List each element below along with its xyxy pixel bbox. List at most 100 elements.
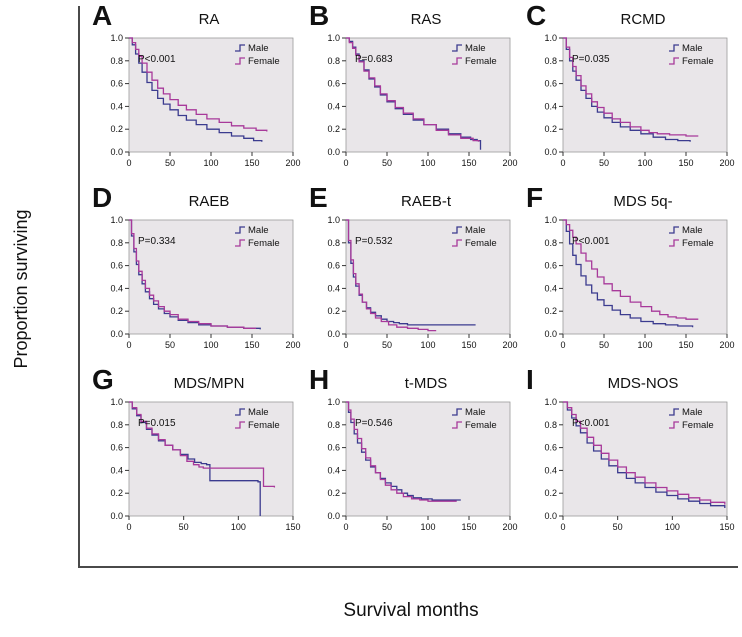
female-legend-swatch xyxy=(452,239,462,247)
male-legend-swatch xyxy=(669,408,679,416)
y-tick-label: 1.0 xyxy=(110,215,123,225)
survival-panel-d: D RAEB 1.0 0.8 0.6 0.4 0.2 0.0 0 50 100 150 200 P=0.3… xyxy=(88,184,304,364)
female-legend-label: Female xyxy=(682,420,714,431)
y-tick-label: 0.0 xyxy=(110,147,123,157)
legend: Male Female xyxy=(235,43,280,67)
female-legend-label: Female xyxy=(465,238,497,249)
y-tick-label: 0.0 xyxy=(327,511,340,521)
x-tick-label: 0 xyxy=(126,340,131,350)
p-value-label: P=0.035 xyxy=(572,54,610,65)
y-tick-label: 1.0 xyxy=(327,215,340,225)
x-tick-label: 50 xyxy=(613,522,623,532)
p-value-label: P<0.001 xyxy=(138,54,176,65)
y-tick-label: 0.4 xyxy=(110,101,123,111)
y-tick-label: 1.0 xyxy=(327,397,340,407)
female-legend-label: Female xyxy=(248,420,280,431)
male-legend-label: Male xyxy=(465,225,486,236)
x-tick-label: 100 xyxy=(203,158,218,168)
y-tick-label: 0.6 xyxy=(110,261,123,271)
legend: Male Female xyxy=(452,43,497,67)
legend: Male Female xyxy=(235,407,280,431)
survival-panel-e: E RAEB-t 1.0 0.8 0.6 0.4 0.2 0.0 0 50 100 150 200 P=0… xyxy=(305,184,521,364)
x-tick-label: 100 xyxy=(203,340,218,350)
female-legend-label: Female xyxy=(248,56,280,67)
plot-area xyxy=(128,401,294,517)
y-tick-label: 0.4 xyxy=(327,465,340,475)
panel-title: RCMD xyxy=(620,11,666,28)
y-tick-label: 0.4 xyxy=(544,101,557,111)
x-tick-label: 150 xyxy=(285,522,300,532)
panel-header: A RA xyxy=(88,2,304,32)
y-tick-label: 0.2 xyxy=(544,124,557,134)
y-tick-label: 0.8 xyxy=(327,238,340,248)
x-tick-label: 100 xyxy=(637,158,652,168)
survival-plot: 1.0 0.8 0.6 0.4 0.2 0.00 50 100 150 200 P=0.532 Mal… xyxy=(327,215,517,350)
x-tick-label: 50 xyxy=(179,522,189,532)
y-tick-label: 0.0 xyxy=(544,329,557,339)
y-tick-label: 0.4 xyxy=(544,465,557,475)
x-tick-label: 0 xyxy=(126,522,131,532)
legend: Male Female xyxy=(669,225,714,249)
y-tick-label: 0.0 xyxy=(544,147,557,157)
survival-plot: 1.0 0.8 0.6 0.4 0.2 0.00 50 100 150 200 P=0.683 Mal… xyxy=(327,33,517,168)
survival-plot: 1.0 0.8 0.6 0.4 0.2 0.00 50 100 150 200 P=0.334 Mal… xyxy=(110,215,300,350)
x-tick-label: 0 xyxy=(343,522,348,532)
panel-header: D RAEB xyxy=(88,184,304,214)
panel-letter: A xyxy=(92,0,113,31)
panel-letter: F xyxy=(526,182,544,213)
female-legend-swatch xyxy=(669,57,679,65)
x-tick-label: 200 xyxy=(502,340,517,350)
y-tick-label: 0.2 xyxy=(110,488,123,498)
x-tick-label: 50 xyxy=(165,340,175,350)
male-legend-label: Male xyxy=(248,407,269,418)
x-tick-label: 200 xyxy=(285,340,300,350)
x-tick-label: 0 xyxy=(560,158,565,168)
y-tick-label: 0.2 xyxy=(544,306,557,316)
panel-title: RAEB-t xyxy=(400,193,451,210)
plot-area xyxy=(562,219,728,335)
x-tick-label: 0 xyxy=(343,340,348,350)
y-tick-label: 0.2 xyxy=(327,488,340,498)
male-legend-label: Male xyxy=(248,43,269,54)
y-axis-label: Proportion surviving xyxy=(11,209,31,369)
female-legend-label: Female xyxy=(465,420,497,431)
plot-area xyxy=(345,401,511,517)
y-tick-label: 0.4 xyxy=(327,283,340,293)
female-legend-swatch xyxy=(452,57,462,65)
y-tick-label: 0.4 xyxy=(327,101,340,111)
plot-area xyxy=(562,401,728,517)
male-legend-label: Male xyxy=(465,407,486,418)
x-tick-label: 50 xyxy=(382,522,392,532)
survival-panel-b: B RAS 1.0 0.8 0.6 0.4 0.2 0.0 0 50 100 150 200 P=0.68… xyxy=(305,2,521,182)
x-tick-label: 200 xyxy=(285,158,300,168)
y-tick-label: 1.0 xyxy=(544,33,557,43)
female-legend-swatch xyxy=(235,421,245,429)
x-tick-label: 100 xyxy=(420,158,435,168)
panel-grid: A RA 1.0 0.8 0.6 0.4 0.2 0.0 0 50 100 150 200 P<0.001… xyxy=(88,2,738,546)
y-tick-label: 0.6 xyxy=(544,261,557,271)
survival-plot: 1.0 0.8 0.6 0.4 0.2 0.00 50 100 150 200 P=0.546 Mal… xyxy=(327,397,517,532)
male-legend-label: Male xyxy=(682,407,703,418)
legend: Male Female xyxy=(452,407,497,431)
female-legend-swatch xyxy=(669,421,679,429)
panel-letter: G xyxy=(92,364,114,395)
survival-panel-g: G MDS/MPN 1.0 0.8 0.6 0.4 0.2 0.0 0 50 100 150 P=0.0… xyxy=(88,366,304,546)
female-survival-curve xyxy=(346,219,437,332)
y-tick-label: 0.2 xyxy=(110,306,123,316)
panel-header: B RAS xyxy=(305,2,521,32)
female-survival-curve xyxy=(346,401,457,502)
x-tick-label: 100 xyxy=(231,522,246,532)
male-legend-swatch xyxy=(669,226,679,234)
male-legend-swatch xyxy=(235,44,245,52)
y-tick-label: 0.8 xyxy=(327,56,340,66)
male-legend-label: Male xyxy=(682,225,703,236)
panel-letter: D xyxy=(92,182,113,213)
female-legend-swatch xyxy=(452,421,462,429)
survival-plot: 1.0 0.8 0.6 0.4 0.2 0.00 50 100 150 P<0.001 Male Fe… xyxy=(544,397,734,532)
male-legend-swatch xyxy=(452,44,462,52)
x-tick-label: 150 xyxy=(244,340,259,350)
x-tick-label: 150 xyxy=(461,522,476,532)
male-legend-swatch xyxy=(669,44,679,52)
x-tick-label: 200 xyxy=(719,340,734,350)
